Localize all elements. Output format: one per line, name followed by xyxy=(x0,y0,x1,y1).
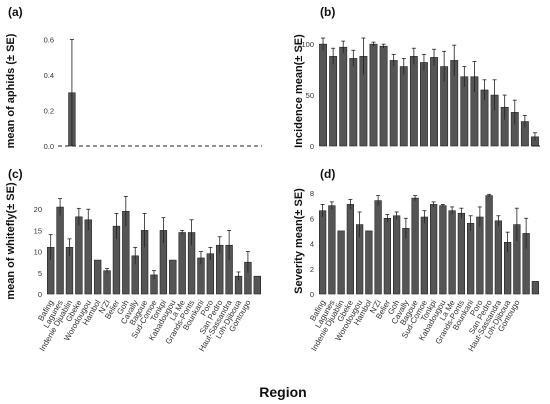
y-tick-label: 0 xyxy=(310,290,314,299)
y-tick-label: 100 xyxy=(301,40,314,49)
bar xyxy=(374,200,382,295)
panel-label: (d) xyxy=(320,167,335,181)
bar xyxy=(531,281,540,295)
y-tick-label: 50 xyxy=(306,91,314,100)
bar xyxy=(429,204,438,295)
bar xyxy=(379,45,388,147)
y-axis-label: mean of aphids (± SE) xyxy=(5,33,17,148)
y-tick-label: 20 xyxy=(34,205,42,214)
y-tick-label: 0.0 xyxy=(44,142,54,151)
bar xyxy=(337,230,345,295)
panel-c: (c)mean of whitefly(± SE) 05101520BafingL… xyxy=(5,167,261,353)
y-tick-label: 8 xyxy=(310,189,314,198)
panel-a: (a) mean of aphids (± SE) 0.0 0.2 0.4 0.6 xyxy=(5,5,262,151)
bar xyxy=(169,259,177,295)
bar xyxy=(439,205,447,295)
bar xyxy=(430,57,438,147)
bar xyxy=(420,216,429,295)
y-tick-label: 0.6 xyxy=(44,36,54,45)
bar xyxy=(93,259,102,295)
panel-label: (c) xyxy=(8,167,23,181)
bar xyxy=(448,210,456,295)
bar xyxy=(476,216,484,295)
bar xyxy=(253,275,261,295)
panel-label: (a) xyxy=(8,5,23,19)
panel-b: (b) Incidence mean(± SE) 0 50 100 xyxy=(293,5,540,151)
bar xyxy=(369,43,378,147)
bar xyxy=(318,210,327,295)
bar xyxy=(56,206,64,295)
bar xyxy=(466,223,475,295)
y-tick-label: 4 xyxy=(310,240,314,249)
bar xyxy=(103,270,111,295)
bar xyxy=(329,56,338,147)
y-axis-label: mean of whitefly(± SE) xyxy=(5,182,17,300)
bar xyxy=(420,62,428,147)
panels: (a) mean of aphids (± SE) 0.0 0.2 0.4 0.6 (b) I… xyxy=(5,5,540,353)
x-axis-title: Region xyxy=(259,384,306,400)
bar xyxy=(349,58,358,147)
bar xyxy=(485,195,493,295)
bar xyxy=(339,46,348,147)
y-tick-label: 6 xyxy=(310,214,314,223)
bar xyxy=(457,212,466,295)
panel-label: (b) xyxy=(320,5,335,19)
y-tick-label: 15 xyxy=(34,226,42,235)
bar xyxy=(328,205,336,295)
y-tick-label: 0 xyxy=(38,290,42,299)
y-tick-label: 2 xyxy=(310,265,314,274)
bar xyxy=(389,60,398,147)
bar xyxy=(411,197,419,295)
bar xyxy=(178,232,186,295)
y-tick-label: 10 xyxy=(34,248,42,257)
bar xyxy=(365,230,373,295)
y-axis-label: Incidence mean(± SE) xyxy=(293,34,305,148)
bar xyxy=(409,56,418,147)
y-tick-label: 0.2 xyxy=(44,107,54,116)
bar xyxy=(383,217,392,295)
panel-d: (d)Severity mean(± SE)02468BafingLagunes… xyxy=(293,167,540,353)
y-axis-label: Severity mean(± SE) xyxy=(293,188,305,294)
bar xyxy=(84,219,92,295)
bar xyxy=(392,215,401,295)
bar xyxy=(494,220,503,295)
bar xyxy=(346,204,355,295)
y-tick-label: 5 xyxy=(38,269,42,278)
y-tick-label: 0.4 xyxy=(44,71,54,80)
bar xyxy=(460,76,469,147)
bar xyxy=(399,66,408,147)
bar xyxy=(75,216,83,295)
y-tick-label: 0 xyxy=(310,142,314,151)
bar xyxy=(319,43,327,147)
